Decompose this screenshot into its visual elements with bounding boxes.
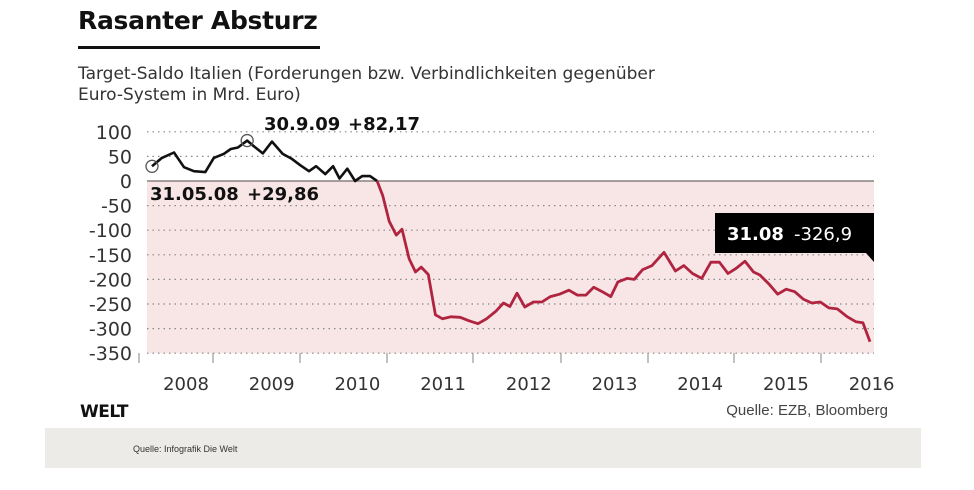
x-tick-label: 2009 [249, 374, 295, 395]
annotation-marker-peak [240, 133, 254, 148]
data-source: Quelle: EZB, Bloomberg [726, 402, 888, 419]
y-tick-label: -100 [89, 220, 132, 242]
annotation-peak-value: +82,17 [348, 114, 420, 135]
caption-bar: Quelle: Infografik Die Welt [45, 428, 921, 468]
welt-logo: WELT [80, 402, 128, 422]
positive-series-line [151, 139, 378, 183]
annotation-marker-start [145, 159, 159, 173]
annotation-peak-date: 30.9.09 [264, 114, 340, 135]
annotation-start-date: 31.05.08 [150, 184, 239, 205]
x-tick-label: 2014 [677, 374, 723, 395]
annotation-end-value: -326,9 [794, 224, 852, 245]
x-tick-label: 2011 [420, 374, 466, 395]
y-tick-label: -300 [89, 319, 132, 341]
annotations: 31.05.08 +29,86 30.9.09 +82,17 31.08 -326,9 [145, 114, 874, 262]
y-tick-label: -350 [89, 343, 132, 365]
y-tick-label: -200 [89, 269, 132, 291]
chart-subtitle: Target-Saldo Italien (Forderungen bzw. V… [78, 64, 838, 106]
annotation-end-date: 31.08 [727, 224, 784, 245]
negative-series-line [375, 180, 872, 343]
y-tick-label: -150 [89, 245, 132, 267]
y-tick-label: 0 [120, 171, 132, 193]
x-tick-label: 2012 [506, 374, 552, 395]
y-tick-label: -250 [89, 294, 132, 316]
x-tick-label: 2010 [334, 374, 380, 395]
annotation-start-value: +29,86 [247, 184, 319, 205]
x-tick-label: 2015 [763, 374, 809, 395]
gridlines [147, 131, 874, 354]
x-tick-label: 2008 [163, 374, 209, 395]
y-tick-label: 100 [96, 122, 132, 144]
subtitle-line-2: Euro-System in Mrd. Euro) [78, 85, 301, 105]
negative-area-shading [147, 181, 874, 354]
x-tick-label: 2013 [592, 374, 638, 395]
x-tick-label: 2016 [849, 374, 895, 395]
y-tick-label: -50 [101, 196, 132, 218]
title-underline [78, 46, 320, 49]
chart-title: Rasanter Absturz [78, 6, 318, 35]
x-axis-ticks: 2008 2009 2010 2011 2012 2013 2014 2015 2016 [138, 353, 895, 395]
caption-text: Quelle: Infografik Die Welt [133, 444, 238, 454]
annotation-end-box [715, 213, 874, 262]
y-tick-label: 50 [108, 146, 132, 168]
series-lines [151, 139, 872, 343]
subtitle-line-1: Target-Saldo Italien (Forderungen bzw. V… [78, 64, 655, 84]
